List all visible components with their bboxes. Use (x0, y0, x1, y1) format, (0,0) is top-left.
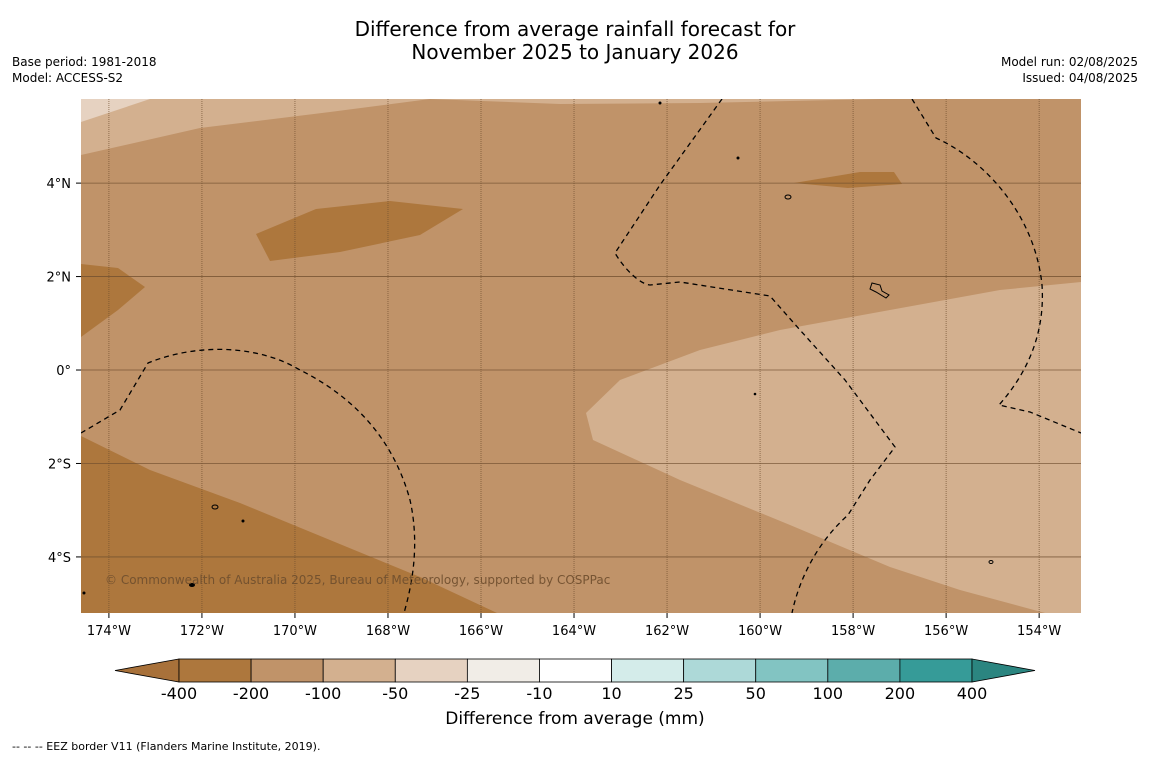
colorbar-label-8: 50 (746, 684, 766, 703)
lon-tick-label-0: 174°W (87, 624, 131, 639)
colorbar-label-9: 100 (813, 684, 844, 703)
colorbar-label-5: -10 (526, 684, 552, 703)
colorbar-segment-5 (539, 658, 612, 683)
band-top-left-lighter (81, 99, 150, 122)
lon-tick-label-3: 168°W (366, 624, 410, 639)
lon-tick-label-2: 170°W (273, 624, 317, 639)
rainfall-field (81, 99, 1081, 613)
model-name: Model: ACCESS-S2 (12, 71, 124, 85)
colorbar-title: Difference from average (mm) (445, 709, 705, 729)
colorbar-label-0: -400 (161, 684, 197, 703)
colorbar-label-2: -100 (305, 684, 341, 703)
colorbar-label-7: 25 (673, 684, 693, 703)
colorbar-segment-10 (899, 658, 973, 683)
colorbar-segment-2 (322, 658, 396, 683)
base-period: Base period: 1981-2018 (12, 55, 157, 69)
island-2 (869, 282, 890, 299)
lat-tick-label-4: 4°S (48, 551, 71, 566)
colorbar-label-4: -25 (454, 684, 480, 703)
island-5 (658, 101, 662, 105)
colorbar-segment-9 (827, 658, 901, 683)
colorbar-extend-low (114, 658, 180, 683)
islands (82, 101, 994, 595)
band-east-light (586, 282, 1081, 613)
island-7 (241, 519, 245, 523)
lat-tick-label-3: 2°S (48, 457, 71, 472)
rainfall-map: © Commonwealth of Australia 2025, Bureau… (47, 99, 1081, 639)
longitude-tick-labels: 174°W 172°W 170°W 168°W 166°W 164°W 162°W 160°W… (87, 624, 1062, 639)
island-6 (736, 156, 740, 160)
lon-tick-label-7: 160°W (738, 624, 782, 639)
island-3 (211, 504, 219, 510)
eez-border-east (911, 99, 1081, 434)
colorbar-labels: -400 -200 -100 -50 -25 -10 10 25 50 100 200 400 (161, 684, 987, 703)
island-9 (988, 560, 994, 564)
colorbar-label-11: 400 (957, 684, 988, 703)
issued-date: Issued: 04/08/2025 (1022, 71, 1138, 85)
run-info: Model run: 02/08/2025 Issued: 04/08/2025 (1001, 54, 1138, 86)
patch-dry-northeast (794, 172, 902, 188)
colorbar-segment-4 (466, 658, 540, 683)
latitude-tick-labels: 4°N 2°N 0° 2°S 4°S (47, 177, 72, 566)
patch-dry-west (81, 264, 145, 337)
band-top-mid-light (430, 99, 880, 104)
map-title-line-2: November 2025 to January 2026 (411, 40, 739, 64)
lon-tick-label-4: 166°W (459, 624, 503, 639)
colorbar-segment-1 (250, 658, 324, 683)
band-top-left-light (81, 99, 430, 155)
island-4 (189, 583, 195, 587)
eez-footnote: -- -- -- EEZ border V11 (Flanders Marine… (12, 740, 321, 753)
lon-tick-label-6: 162°W (645, 624, 689, 639)
lat-tick-label-0: 4°N (47, 177, 72, 192)
colorbar-label-1: -200 (233, 684, 269, 703)
patch-dry-north (256, 201, 463, 261)
colorbar-segment-3 (394, 658, 468, 683)
eez-border-center (614, 99, 896, 613)
copyright-notice: © Commonwealth of Australia 2025, Bureau… (105, 573, 610, 587)
colorbar-segment-8 (755, 658, 829, 683)
lon-tick-label-8: 158°W (831, 624, 875, 639)
colorbar-segment-7 (683, 658, 757, 683)
lon-tick-label-1: 172°W (180, 624, 224, 639)
colorbar-segment-6 (611, 658, 685, 683)
lon-tick-label-9: 156°W (924, 624, 968, 639)
map-title: Difference from average rainfall forecas… (0, 18, 1150, 64)
map-gridlines (76, 99, 1081, 618)
lat-tick-label-2: 0° (56, 364, 71, 379)
model-info: Base period: 1981-2018 Model: ACCESS-S2 (12, 54, 157, 86)
colorbar-segment-0 (178, 658, 252, 683)
colorbar-segments (114, 658, 1036, 683)
island-10 (82, 591, 86, 595)
map-title-line-1: Difference from average rainfall forecas… (354, 17, 796, 41)
eez-borders (81, 99, 1081, 613)
island-1 (784, 194, 792, 200)
lon-tick-label-5: 164°W (552, 624, 596, 639)
model-run-date: Model run: 02/08/2025 (1000, 55, 1138, 69)
colorbar-label-3: -50 (382, 684, 408, 703)
island-8 (753, 392, 757, 396)
lat-tick-label-1: 2°N (47, 271, 72, 286)
colorbar-extend-high (971, 658, 1036, 683)
colorbar-label-10: 200 (885, 684, 916, 703)
lon-tick-label-10: 154°W (1017, 624, 1061, 639)
patch-dry-southwest (81, 436, 497, 613)
colorbar-label-6: 10 (601, 684, 621, 703)
